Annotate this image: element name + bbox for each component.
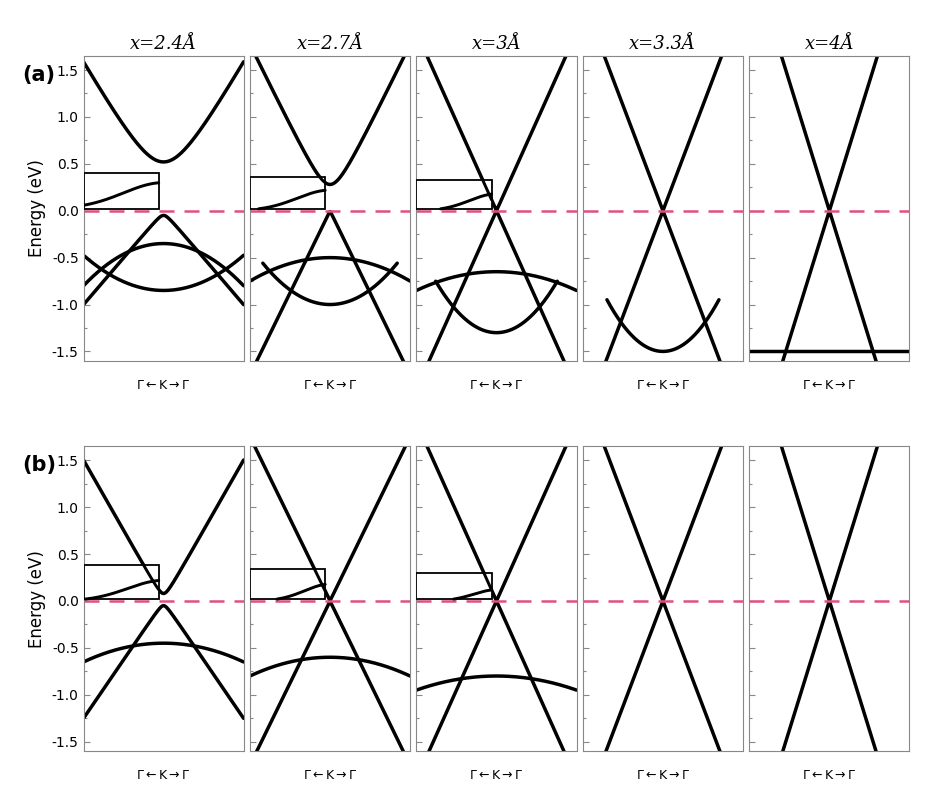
Title: x=4Å: x=4Å: [804, 35, 854, 53]
Bar: [249, 569, 324, 599]
Y-axis label: Energy (eV): Energy (eV): [28, 160, 46, 257]
Y-axis label: Energy (eV): Energy (eV): [28, 550, 46, 647]
Text: $\Gamma\leftarrow$K$\rightarrow\Gamma$: $\Gamma\leftarrow$K$\rightarrow\Gamma$: [635, 769, 690, 782]
Text: (a): (a): [22, 65, 56, 85]
Title: x=2.7Å: x=2.7Å: [297, 35, 363, 53]
Text: $\Gamma\leftarrow$K$\rightarrow\Gamma$: $\Gamma\leftarrow$K$\rightarrow\Gamma$: [302, 379, 357, 392]
Title: x=2.4Å: x=2.4Å: [130, 35, 197, 53]
Text: $\Gamma\leftarrow$K$\rightarrow\Gamma$: $\Gamma\leftarrow$K$\rightarrow\Gamma$: [136, 769, 191, 782]
Text: $\Gamma\leftarrow$K$\rightarrow\Gamma$: $\Gamma\leftarrow$K$\rightarrow\Gamma$: [136, 379, 191, 392]
Text: $\Gamma\leftarrow$K$\rightarrow\Gamma$: $\Gamma\leftarrow$K$\rightarrow\Gamma$: [801, 379, 856, 392]
Title: x=3.3Å: x=3.3Å: [629, 35, 695, 53]
Text: $\Gamma\leftarrow$K$\rightarrow\Gamma$: $\Gamma\leftarrow$K$\rightarrow\Gamma$: [801, 769, 856, 782]
Bar: [416, 573, 491, 599]
Text: (b): (b): [22, 455, 57, 475]
Title: x=3Å: x=3Å: [471, 35, 521, 53]
Bar: [249, 177, 324, 209]
Text: $\Gamma\leftarrow$K$\rightarrow\Gamma$: $\Gamma\leftarrow$K$\rightarrow\Gamma$: [469, 769, 523, 782]
Text: $\Gamma\leftarrow$K$\rightarrow\Gamma$: $\Gamma\leftarrow$K$\rightarrow\Gamma$: [469, 379, 523, 392]
Bar: [416, 180, 491, 209]
Bar: [83, 566, 159, 599]
Text: $\Gamma\leftarrow$K$\rightarrow\Gamma$: $\Gamma\leftarrow$K$\rightarrow\Gamma$: [635, 379, 690, 392]
Text: $\Gamma\leftarrow$K$\rightarrow\Gamma$: $\Gamma\leftarrow$K$\rightarrow\Gamma$: [302, 769, 357, 782]
Bar: [83, 173, 159, 209]
